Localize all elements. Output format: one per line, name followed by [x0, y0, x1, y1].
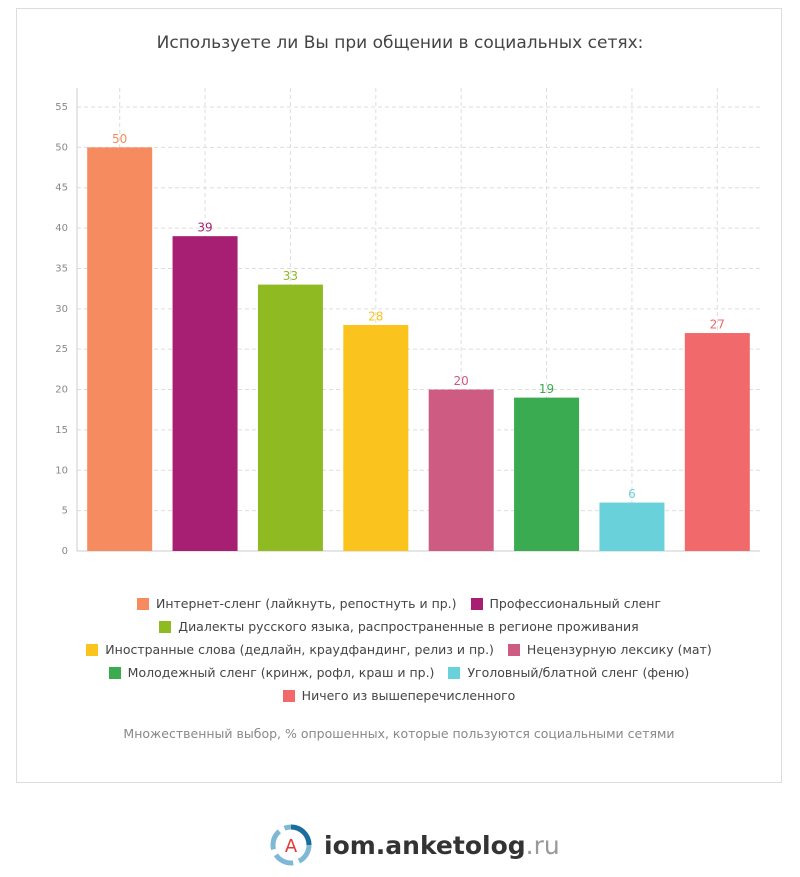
bar — [514, 397, 580, 551]
y-tick-label: 40 — [55, 223, 68, 234]
bar — [428, 389, 494, 551]
legend-label: Диалекты русского языка, распространенны… — [178, 619, 639, 634]
logo-name: iom.anketolog — [324, 830, 526, 860]
legend-item: Иностранные слова (дедлайн, краудфандинг… — [86, 642, 494, 657]
legend-swatch — [159, 620, 172, 633]
legend-label: Ничего из вышеперечисленного — [301, 688, 516, 703]
bar — [172, 236, 238, 551]
bar — [684, 333, 750, 551]
legend-label: Иностранные слова (дедлайн, краудфандинг… — [105, 642, 494, 657]
value-label: 39 — [197, 221, 212, 235]
legend-swatch — [282, 689, 295, 702]
legend-row: Диалекты русского языка, распространенны… — [16, 615, 782, 638]
y-tick-label: 5 — [62, 506, 68, 517]
legend-label: Нецензурную лексику (мат) — [526, 642, 712, 657]
legend-label: Профессиональный сленг — [489, 596, 662, 611]
value-label: 27 — [710, 318, 725, 332]
y-tick-label: 50 — [55, 142, 68, 153]
logo-icon: A — [270, 824, 312, 866]
y-tick-label: 10 — [55, 465, 68, 476]
y-tick-label: 30 — [55, 304, 68, 315]
bar — [87, 147, 153, 551]
legend-row: Молодежный сленг (кринж, рофл, краш и пр… — [16, 661, 782, 684]
logo: A iom.anketolog .ru — [268, 822, 560, 868]
legend-swatch — [448, 666, 461, 679]
legend-row: Иностранные слова (дедлайн, краудфандинг… — [16, 638, 782, 661]
note: Множественный выбор, % опрошенных, котор… — [123, 726, 675, 741]
legend-item: Ничего из вышеперечисленного — [282, 688, 516, 703]
y-tick-label: 45 — [55, 183, 68, 194]
legend-label: Интернет-сленг (лайкнуть, репостнуть и п… — [155, 596, 457, 611]
legend-swatch — [507, 643, 520, 656]
value-label: 33 — [283, 269, 298, 283]
y-tick-label: 0 — [62, 546, 68, 557]
legend-swatch — [136, 597, 149, 610]
legend-label: Уголовный/блатной сленг (феню) — [467, 665, 690, 680]
legend-swatch — [108, 666, 121, 679]
card — [16, 8, 782, 783]
y-tick-label: 15 — [55, 425, 68, 436]
value-label: 6 — [628, 487, 636, 501]
y-tick-label: 20 — [55, 385, 68, 396]
logo-letter: A — [285, 836, 298, 857]
legend-item: Диалекты русского языка, распространенны… — [159, 619, 639, 634]
legend-row: Ничего из вышеперечисленного — [16, 684, 782, 707]
y-tick-label: 55 — [55, 102, 68, 113]
legend-item: Профессиональный сленг — [470, 596, 662, 611]
legend-item: Нецензурную лексику (мат) — [507, 642, 712, 657]
value-label: 28 — [368, 309, 383, 323]
y-tick-label: 25 — [55, 344, 68, 355]
value-label: 19 — [539, 382, 554, 396]
legend-item: Интернет-сленг (лайкнуть, репостнуть и п… — [136, 596, 457, 611]
legend: Интернет-сленг (лайкнуть, репостнуть и п… — [16, 592, 782, 707]
bar — [257, 284, 323, 551]
value-label: 50 — [112, 132, 127, 146]
value-label: 20 — [454, 374, 469, 388]
bar — [343, 324, 409, 551]
chart-title: Используете ли Вы при общении в социальн… — [157, 33, 644, 53]
legend-row: Интернет-сленг (лайкнуть, репостнуть и п… — [16, 592, 782, 615]
bar — [599, 502, 665, 551]
y-tick-label: 35 — [55, 263, 68, 274]
legend-swatch — [86, 643, 99, 656]
legend-item: Молодежный сленг (кринж, рофл, краш и пр… — [108, 665, 435, 680]
legend-swatch — [470, 597, 483, 610]
legend-label: Молодежный сленг (кринж, рофл, краш и пр… — [127, 665, 435, 680]
legend-item: Уголовный/блатной сленг (феню) — [448, 665, 689, 680]
logo-tld: .ru — [525, 830, 560, 860]
